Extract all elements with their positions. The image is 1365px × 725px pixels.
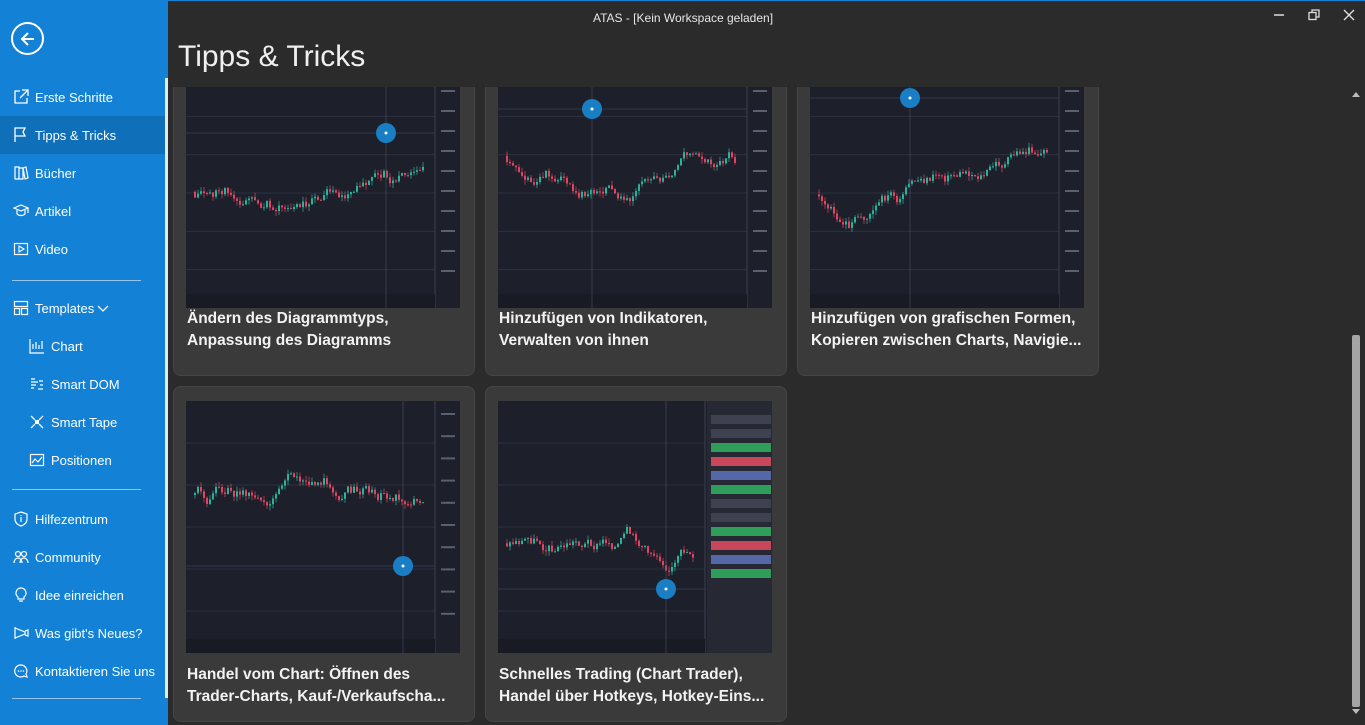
video-thumbnail [498,401,772,653]
flag-icon [12,126,30,144]
sidebar-item-community[interactable]: Community [0,538,165,576]
video-thumbnail [810,87,1084,308]
lightbulb-icon [12,586,30,604]
sidebar-scrollbar[interactable] [165,78,168,698]
sidebar-item-label: Kontaktieren Sie uns [35,663,155,679]
video-icon [12,240,30,258]
chart-icon [28,337,46,355]
tips-grid: Ändern des Diagrammtyps, Anpassung des D… [168,87,1348,725]
video-thumbnail [498,87,772,308]
card-title-line: Hinzufügen von grafischen Formen, [811,310,1076,327]
sidebar-item-label: Erste Schritte [35,89,114,105]
tip-card-handel-vom-chart[interactable]: Handel vom Chart: Öffnen des Trader-Char… [173,386,475,722]
card-title-line: Trader-Charts, Kauf-/Verkaufscha... [187,688,446,705]
smart-dom-icon [28,375,46,393]
card-title-line: Ändern des Diagrammtyps, [187,310,389,327]
minimize-button[interactable] [1267,5,1291,25]
external-link-icon [12,88,30,106]
tip-card-indikatoren[interactable]: Hinzufügen von Indikatoren, Verwalten vo… [485,87,787,376]
close-icon [1343,9,1355,21]
sidebar-item-label: Video [35,241,69,257]
video-thumbnail [186,87,460,308]
sidebar-item-erste-schritte[interactable]: Erste Schritte [0,78,165,116]
card-title: Schnelles Trading (Chart Trader), Handel… [499,664,774,708]
sidebar-item-label: Templates [35,300,95,316]
templates-icon [12,299,30,317]
sidebar-item-label: Bücher [35,165,77,181]
scroll-down-icon [1352,709,1360,714]
card-title: Handel vom Chart: Öffnen des Trader-Char… [187,664,462,708]
minimize-icon [1274,14,1284,16]
sidebar-item-label: Hilfezentrum [35,511,108,527]
card-title: Hinzufügen von grafischen Formen, Kopier… [811,308,1086,352]
sidebar-divider [12,698,141,699]
sidebar-item-label: Was gibt's Neues? [35,625,143,641]
sidebar-item-smart-dom[interactable]: Smart DOM [0,365,165,403]
card-title-line: Anpassung des Diagramms [187,332,392,349]
card-title-line: Schnelles Trading (Chart Trader), [499,666,743,683]
megaphone-icon [12,624,30,642]
restore-button[interactable] [1302,5,1326,25]
sidebar-item-label: Community [35,549,101,565]
tip-card-diagrammtyp[interactable]: Ändern des Diagrammtyps, Anpassung des D… [173,87,475,376]
video-thumbnail [186,401,460,653]
books-icon [12,164,30,182]
sidebar-item-video[interactable]: Video [0,230,165,268]
sidebar-item-tipps-tricks[interactable]: Tipps & Tricks [0,116,165,154]
sidebar-divider [12,489,141,490]
sidebar-item-buecher[interactable]: Bücher [0,154,165,192]
graduation-cap-icon [12,202,30,220]
sidebar-item-templates[interactable]: Templates [0,289,165,327]
sidebar: Erste Schritte Tipps & Tricks Bücher Art… [0,0,168,725]
sidebar-divider [12,280,141,281]
content-scrollbar[interactable] [1349,87,1363,717]
card-title-line: Kopieren zwischen Charts, Navigie... [811,332,1082,349]
sidebar-item-smart-tape[interactable]: Smart Tape [0,403,165,441]
sidebar-item-label: Artikel [35,203,72,219]
card-title: Hinzufügen von Indikatoren, Verwalten vo… [499,308,774,352]
sidebar-item-label: Chart [51,338,83,354]
chat-icon [12,662,30,680]
card-title: Ändern des Diagrammtyps, Anpassung des D… [187,308,462,352]
sidebar-item-label: Idee einreichen [35,587,124,603]
sidebar-item-label: Smart DOM [51,376,120,392]
tip-card-schnelles-trading[interactable]: Schnelles Trading (Chart Trader), Handel… [485,386,787,722]
scroll-up-icon [1352,92,1360,97]
positions-icon [28,451,46,469]
card-title-line: Handel vom Chart: Öffnen des [187,666,411,683]
sidebar-item-was-gibts-neues[interactable]: Was gibt's Neues? [0,614,165,652]
sidebar-item-label: Smart Tape [51,414,118,430]
window-title: ATAS - [Kein Workspace geladen] [592,11,774,25]
sidebar-item-label: Tipps & Tricks [35,127,117,143]
page-title: Tipps & Tricks [178,40,366,73]
close-button[interactable] [1337,5,1361,25]
tip-card-grafische-formen[interactable]: Hinzufügen von grafischen Formen, Kopier… [797,87,1099,376]
scrollbar-thumb[interactable] [1352,335,1360,707]
sidebar-item-hilfezentrum[interactable]: Hilfezentrum [0,500,165,538]
card-title-line: Handel über Hotkeys, Hotkey-Eins... [499,688,765,705]
sidebar-item-kontaktieren[interactable]: Kontaktieren Sie uns [0,652,165,690]
shield-icon [12,510,30,528]
title-bar: ATAS - [Kein Workspace geladen] [168,0,1365,36]
sidebar-item-idee-einreichen[interactable]: Idee einreichen [0,576,165,614]
sidebar-item-label: Positionen [51,452,112,468]
card-title-line: Hinzufügen von Indikatoren, [499,310,708,327]
smart-tape-icon [28,413,46,431]
sidebar-item-positionen[interactable]: Positionen [0,441,165,479]
chevron-down-icon [97,303,109,313]
arrow-left-icon [20,31,34,46]
sidebar-item-chart[interactable]: Chart [0,327,165,365]
card-title-line: Verwalten von ihnen [499,332,649,349]
back-button[interactable] [11,22,44,55]
restore-icon [1308,9,1320,21]
community-icon [12,548,30,566]
sidebar-item-artikel[interactable]: Artikel [0,192,165,230]
